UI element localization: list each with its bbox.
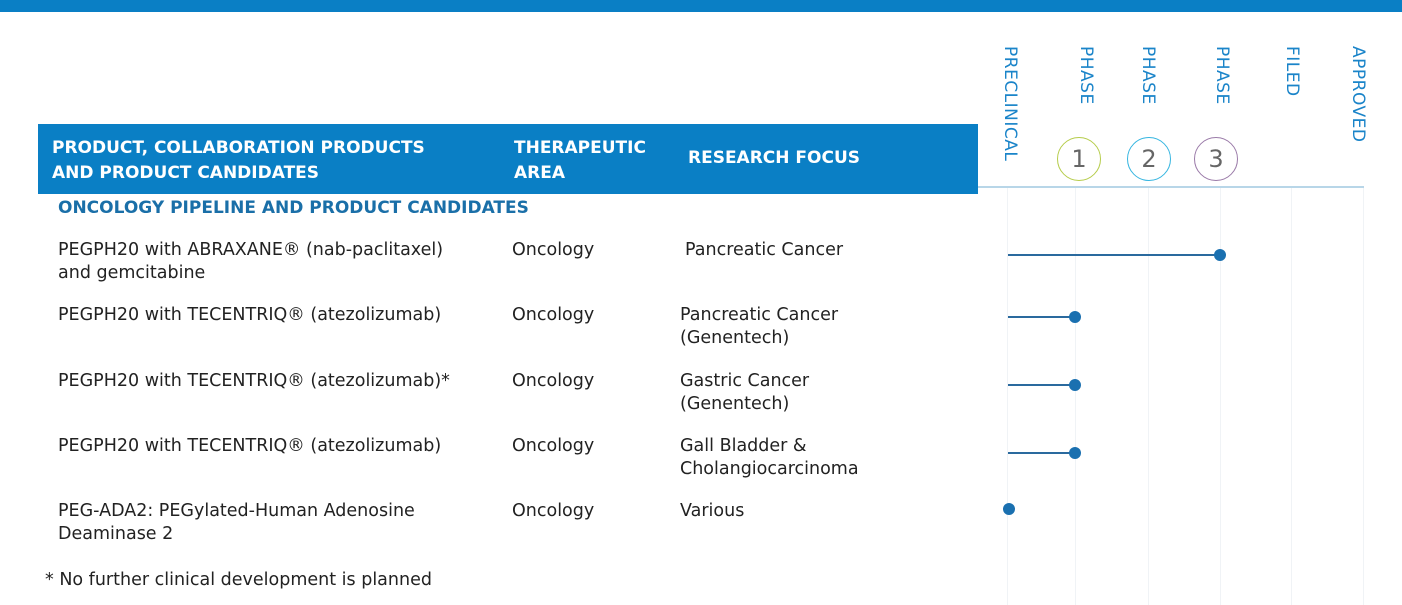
footnote: * No further clinical development is pla…: [45, 570, 432, 590]
progress-dot: [1069, 379, 1081, 391]
stage-gridline: [1007, 188, 1008, 605]
progress-dot: [1003, 503, 1015, 515]
stage-label: FILED: [1282, 46, 1302, 97]
stage-baseline: [978, 186, 1364, 188]
row-product: PEGPH20 with TECENTRIQ® (atezolizumab): [58, 305, 442, 325]
header-therapeutic-area: THERAPEUTIC AREA: [514, 138, 646, 183]
stage-label: PHASE: [1076, 46, 1096, 105]
row-focus: Pancreatic Cancer (Genentech): [680, 305, 839, 348]
row-product: PEGPH20 with ABRAXANE® (nab-paclitaxel) …: [58, 240, 444, 283]
top-accent-bar: [0, 0, 1402, 12]
progress-dot: [1214, 249, 1226, 261]
row-area: Oncology: [512, 305, 595, 325]
row-product: PEGPH20 with TECENTRIQ® (atezolizumab): [58, 436, 442, 456]
row-focus: Gastric Cancer (Genentech): [680, 371, 810, 414]
progress-dot: [1069, 447, 1081, 459]
row-product: PEG-ADA2: PEGylated-Human Adenosine Deam…: [58, 501, 415, 544]
row-area: Oncology: [512, 371, 595, 391]
stage-gridline: [1148, 188, 1149, 605]
row-product: PEGPH20 with TECENTRIQ® (atezolizumab)*: [58, 371, 450, 391]
stage-gridline: [1075, 188, 1076, 605]
row-area: Oncology: [512, 501, 595, 521]
stage-label: PRECLINICAL: [1000, 46, 1020, 162]
phase-number-badge: 3: [1194, 137, 1238, 181]
section-title: ONCOLOGY PIPELINE AND PRODUCT CANDIDATES: [58, 198, 529, 218]
row-focus: Various: [680, 501, 745, 521]
stage-label: PHASE: [1138, 46, 1158, 105]
stage-gridline: [1220, 188, 1221, 605]
stage-gridline: [1363, 188, 1364, 605]
row-area: Oncology: [512, 240, 595, 260]
row-area: Oncology: [512, 436, 595, 456]
stage-label: PHASE: [1212, 46, 1232, 105]
progress-dot: [1069, 311, 1081, 323]
row-focus: Pancreatic Cancer: [685, 240, 844, 260]
header-research-focus: RESEARCH FOCUS: [688, 148, 861, 168]
phase-number-badge: 2: [1127, 137, 1171, 181]
table-header: PRODUCT, COLLABORATION PRODUCTS AND PROD…: [38, 124, 978, 194]
stage-label: APPROVED: [1348, 46, 1368, 143]
header-product: PRODUCT, COLLABORATION PRODUCTS AND PROD…: [52, 138, 425, 183]
phase-number-badge: 1: [1057, 137, 1101, 181]
stage-gridline: [1291, 188, 1292, 605]
row-focus: Gall Bladder & Cholangiocarcinoma: [680, 436, 859, 479]
